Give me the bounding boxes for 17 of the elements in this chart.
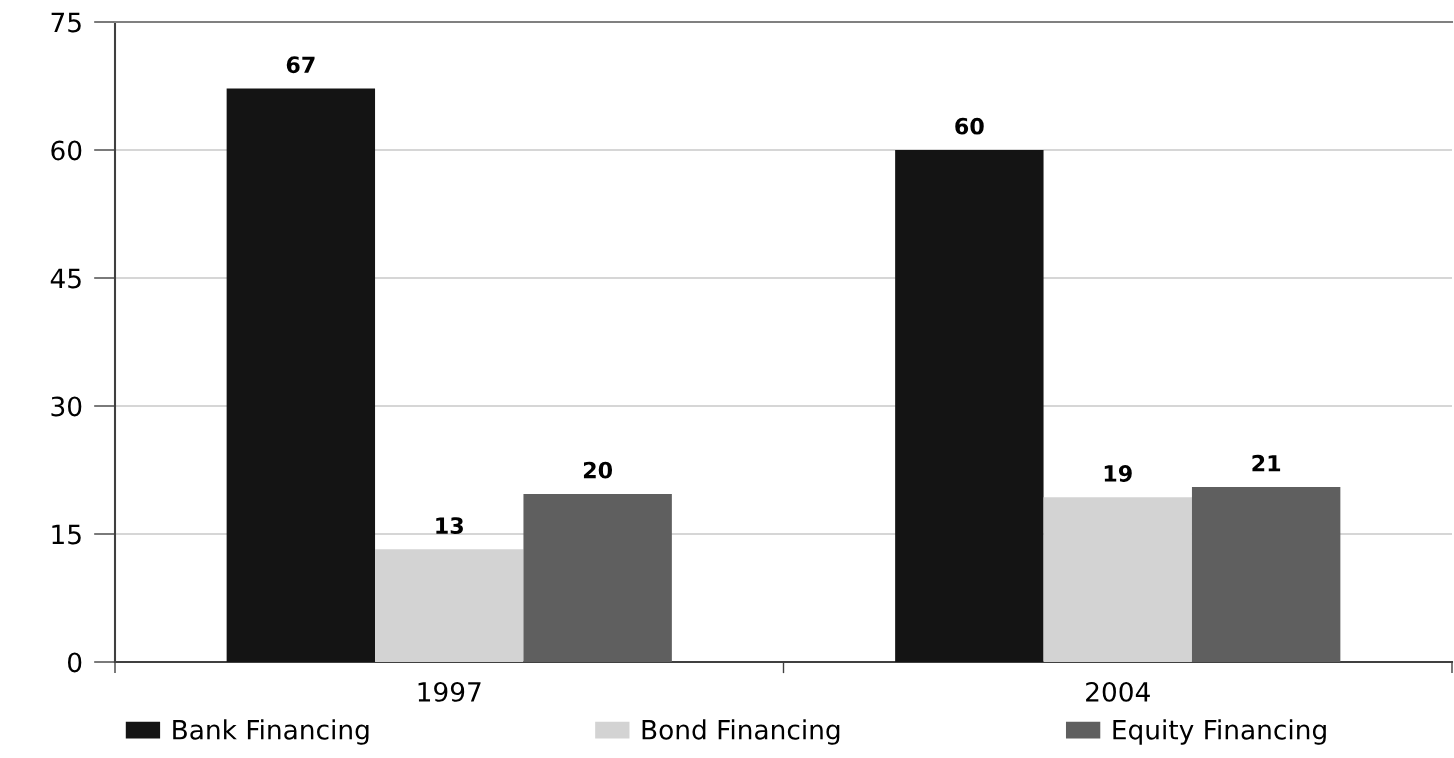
y-tick-label: 60: [51, 140, 82, 161]
x-tick-label: 1997: [418, 681, 481, 702]
x-tick-label: 2004: [1086, 681, 1150, 702]
y-tick-label: 0: [68, 652, 82, 673]
data-label: 21: [1252, 454, 1281, 472]
y-tick-label: 75: [51, 12, 81, 33]
legend-label: Bank Financing: [173, 719, 369, 745]
data-label: 19: [1104, 465, 1132, 482]
y-tick-label: 45: [50, 268, 81, 289]
data-label: 20: [583, 461, 613, 479]
data-label: 13: [436, 517, 463, 534]
y-tick-label: 30: [51, 396, 82, 417]
y-tick-label: 15: [52, 524, 81, 545]
legend-label: Equity Financing: [1113, 719, 1326, 745]
data-label: 60: [955, 117, 984, 135]
data-label: 67: [286, 56, 315, 74]
legend-label: Bond Financing: [642, 719, 840, 745]
